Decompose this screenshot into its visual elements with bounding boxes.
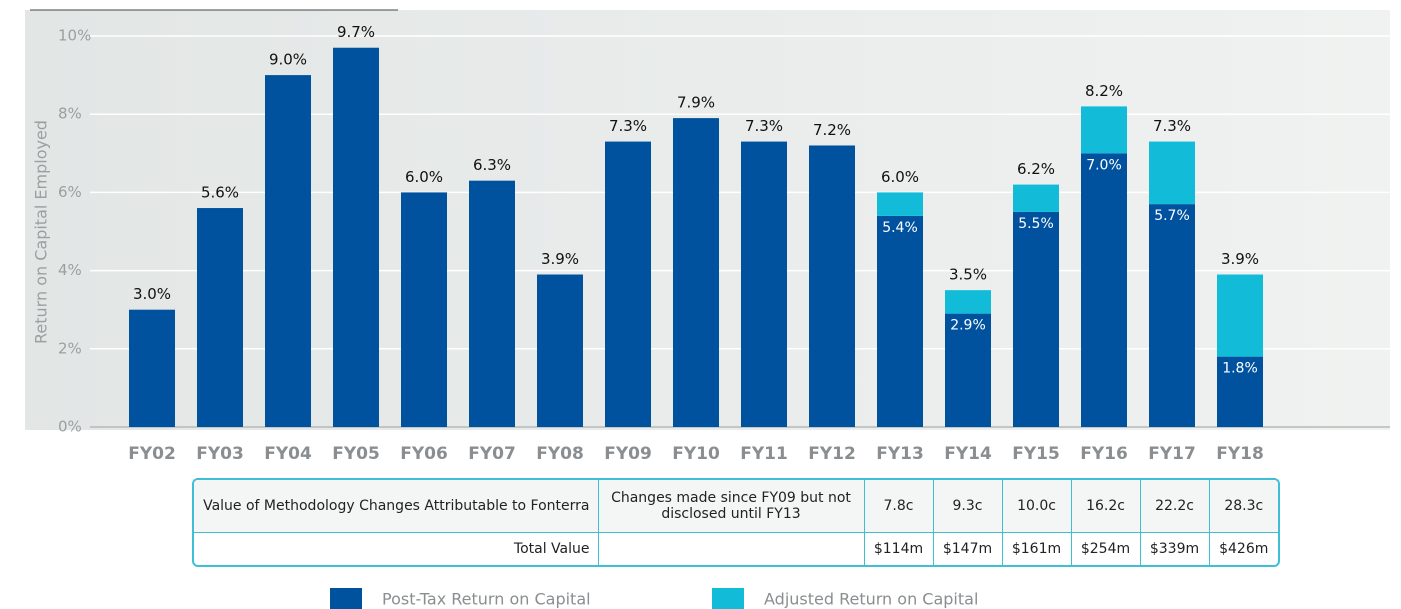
bar-segment <box>401 192 447 427</box>
total-label: 7.3% <box>1153 117 1191 135</box>
methodology-table: Value of Methodology Changes Attributabl… <box>194 480 1278 565</box>
x-tick-label: FY15 <box>1012 444 1060 464</box>
bar-value-label: 3.9% <box>541 250 579 268</box>
bar-value-label: 2.9% <box>950 318 986 334</box>
x-tick-label: FY09 <box>604 444 652 464</box>
y-tick-label: 6% <box>58 183 82 201</box>
bar-segment <box>673 118 719 428</box>
x-tick-label: FY17 <box>1148 444 1196 464</box>
y-tick-label: 2% <box>58 339 82 357</box>
bar-segment <box>537 274 583 427</box>
x-tick-label: FY02 <box>128 444 176 464</box>
bar-segment <box>469 180 515 427</box>
x-tick-label: FY08 <box>536 444 584 464</box>
table-cell: 28.3c <box>1208 480 1278 533</box>
table-row: Value of Methodology Changes Attributabl… <box>194 480 1278 533</box>
bar-segment <box>877 192 923 216</box>
table-cell <box>597 532 865 565</box>
x-tick-label: FY18 <box>1216 444 1264 464</box>
bar-segment <box>809 145 855 428</box>
bar-segment <box>741 141 787 427</box>
legend-swatch <box>330 588 362 609</box>
bar-value-label: 5.4% <box>882 220 918 236</box>
table-cell: $114m <box>863 532 934 565</box>
bar-value-label: 6.3% <box>473 156 511 174</box>
table-cell: $339m <box>1139 532 1210 565</box>
bar-value-label: 9.0% <box>269 51 307 69</box>
table-cell: 10.0c <box>1001 480 1072 533</box>
bar-segment <box>1013 211 1059 427</box>
total-label: 6.2% <box>1017 160 1055 178</box>
bar-value-label: 7.0% <box>1086 157 1122 173</box>
x-tick-label: FY16 <box>1080 444 1128 464</box>
x-tick-label: FY12 <box>808 444 856 464</box>
bar-value-label: 9.7% <box>337 23 375 41</box>
x-tick-label: FY13 <box>876 444 924 464</box>
x-tick-label: FY11 <box>740 444 788 464</box>
table-cell: Total Value <box>194 532 599 565</box>
y-axis-label: Return on Capital Employed <box>32 120 51 344</box>
bar-segment <box>877 215 923 427</box>
bar-segment <box>605 141 651 427</box>
bar-segment <box>1081 153 1127 428</box>
bar-segment <box>1217 274 1263 357</box>
bar-value-label: 5.7% <box>1154 208 1190 224</box>
bar-value-label: 7.3% <box>609 117 647 135</box>
table-cell: 16.2c <box>1070 480 1141 533</box>
bar-segment <box>1217 356 1263 427</box>
x-tick-label: FY14 <box>944 444 992 464</box>
bar-value-label: 5.6% <box>201 184 239 202</box>
y-tick-label: 0% <box>58 418 82 436</box>
table-cell: 9.3c <box>932 480 1003 533</box>
bar-segment <box>1149 204 1195 427</box>
table-cell: $161m <box>1001 532 1072 565</box>
bar-value-label: 1.8% <box>1222 361 1258 377</box>
x-tick-label: FY03 <box>196 444 244 464</box>
bar-value-label: 7.2% <box>813 121 851 139</box>
bar-segment <box>945 290 991 314</box>
total-label: 3.9% <box>1221 250 1259 268</box>
bar-value-label: 6.0% <box>405 168 443 186</box>
legend-label: Adjusted Return on Capital <box>764 590 978 609</box>
table-cell: Changes made since FY09 but not disclose… <box>597 480 865 533</box>
bar-segment <box>1013 184 1059 212</box>
legend-swatch <box>712 588 744 609</box>
bar-value-label: 7.3% <box>745 117 783 135</box>
total-label: 3.5% <box>949 266 987 284</box>
table-cell: Value of Methodology Changes Attributabl… <box>194 480 599 533</box>
table: Value of Methodology Changes Attributabl… <box>192 478 1280 567</box>
bar-segment <box>333 47 379 427</box>
bar-value-label: 3.0% <box>133 285 171 303</box>
x-tick-label: FY10 <box>672 444 720 464</box>
x-tick-label: FY06 <box>400 444 448 464</box>
x-tick-label: FY07 <box>468 444 516 464</box>
y-tick-label: 4% <box>58 261 82 279</box>
x-tick-label: FY05 <box>332 444 380 464</box>
bar-segment <box>1081 106 1127 154</box>
bar-value-label: 5.5% <box>1018 216 1054 232</box>
bar-segment <box>265 75 311 427</box>
bar-value-label: 7.9% <box>677 94 715 112</box>
total-label: 8.2% <box>1085 82 1123 100</box>
bar-segment <box>1149 141 1195 205</box>
x-tick-label: FY04 <box>264 444 312 464</box>
bar-segment <box>129 309 175 427</box>
total-label: 6.0% <box>881 168 919 186</box>
table-cell: 22.2c <box>1139 480 1210 533</box>
y-tick-label: 10% <box>58 27 91 45</box>
bar-segment <box>197 208 243 427</box>
y-tick-label: 8% <box>58 105 82 123</box>
table-cell: 7.8c <box>863 480 934 533</box>
table-row: Total Value $114m $147m $161m $254m $339… <box>194 532 1278 565</box>
table-cell: $147m <box>932 532 1003 565</box>
legend-label: Post-Tax Return on Capital <box>382 590 591 609</box>
table-cell: $426m <box>1208 532 1278 565</box>
bar-segment <box>945 313 991 427</box>
table-cell: $254m <box>1070 532 1141 565</box>
